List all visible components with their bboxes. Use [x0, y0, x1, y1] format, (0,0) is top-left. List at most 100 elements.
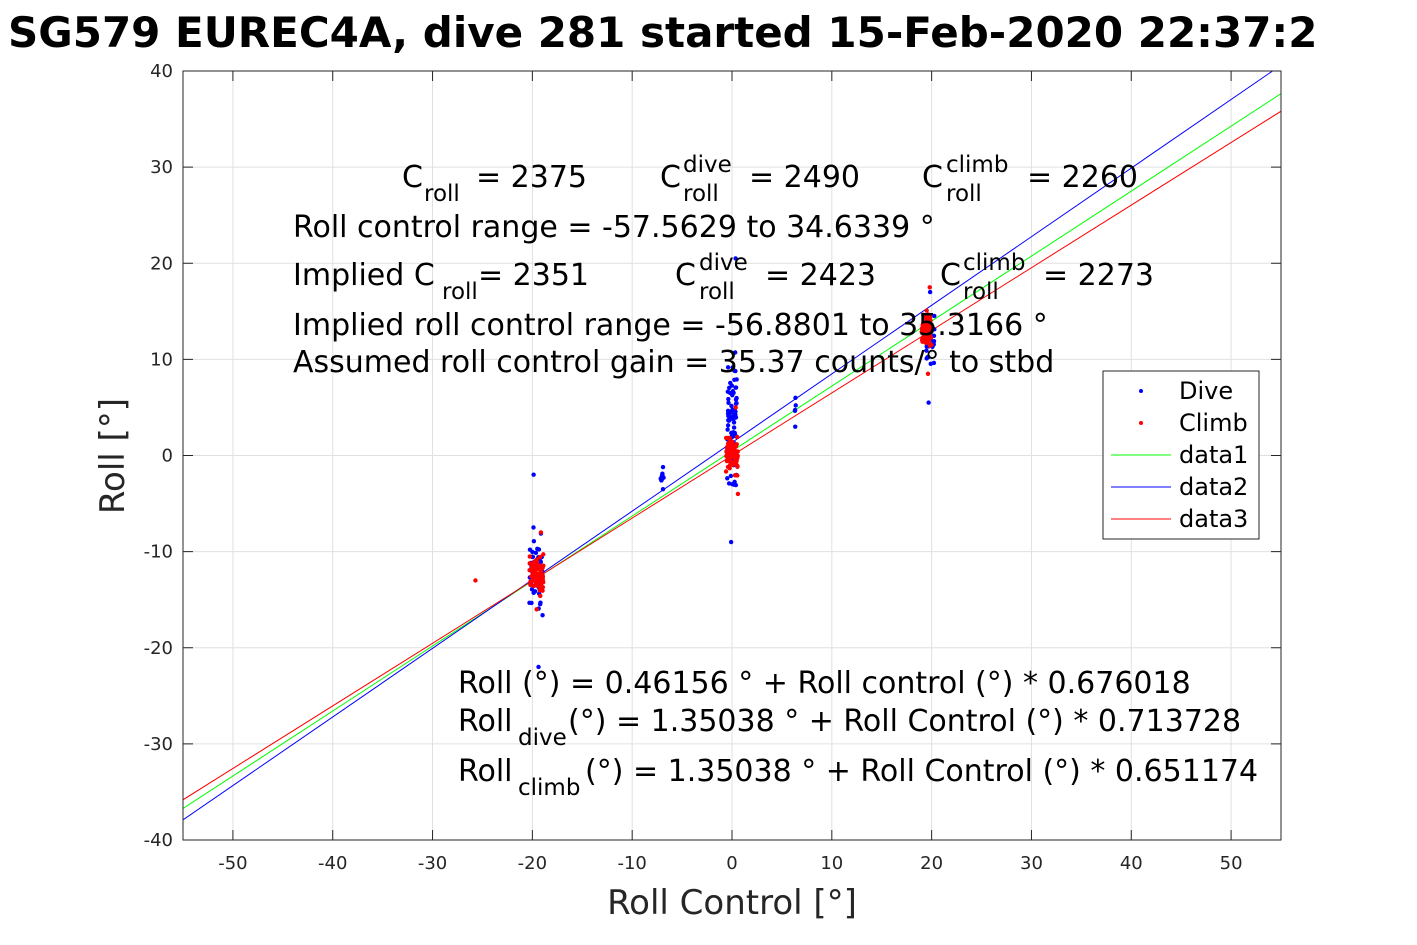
fit-dive-main: Roll	[458, 704, 513, 739]
c-roll-climb-annotation: C climb roll = 2260	[922, 152, 1138, 207]
dive-point	[725, 365, 731, 370]
climb-point	[727, 465, 732, 471]
climb-point	[531, 583, 536, 589]
c-roll-dive-symbol: C	[660, 160, 681, 195]
implied-roll-control-range: Implied roll control range = -56.8801 to…	[293, 308, 1048, 343]
implied-c-roll-climb-symbol: C	[940, 258, 961, 293]
legend-item-data1: data1	[1111, 441, 1248, 469]
climb-point	[923, 335, 928, 340]
fit-climb-main: Roll	[458, 754, 513, 789]
implied-c-roll-climb-sub: roll	[963, 279, 999, 305]
legend-label-data2: data2	[1179, 473, 1248, 501]
climb-point	[723, 435, 729, 441]
x-tick-label: -40	[318, 853, 347, 874]
climb-point	[924, 308, 929, 313]
dive-point	[733, 350, 738, 355]
implied-c-roll-dive-annotation: C dive roll = 2423	[675, 250, 876, 305]
legend-label-dive: Dive	[1179, 377, 1233, 405]
climb-point	[537, 583, 542, 589]
climb-point	[724, 444, 730, 450]
y-axis-label: Roll [°]	[93, 398, 133, 514]
dive-point	[529, 600, 534, 606]
climb-point	[921, 312, 926, 318]
climb-point	[527, 568, 532, 573]
implied-c-roll-sub: roll	[442, 279, 478, 305]
y-tick-label: 40	[150, 61, 173, 82]
dive-point	[537, 601, 543, 607]
dive-point	[729, 431, 735, 436]
climb-point	[527, 554, 532, 559]
x-tick-label: -30	[418, 853, 447, 874]
climb-point	[924, 317, 930, 322]
legend-label-data1: data1	[1179, 441, 1248, 469]
dive-point	[536, 547, 542, 552]
legend-item-data3: data3	[1111, 505, 1248, 533]
dive-point	[531, 525, 536, 530]
implied-c-roll-dive-sub: roll	[699, 279, 735, 305]
dive-point	[733, 368, 738, 374]
legend-swatch-dive	[1139, 389, 1143, 393]
climb-point	[528, 579, 533, 584]
climb-point	[538, 593, 543, 599]
c-roll-dive-value: = 2490	[749, 160, 860, 195]
dive-point	[728, 473, 734, 479]
dive-point	[533, 550, 539, 556]
climb-point	[726, 440, 732, 445]
y-tick-label: 20	[150, 253, 173, 274]
dive-point	[728, 539, 734, 545]
implied-c-roll-annotation: Implied C roll = 2351	[293, 258, 589, 305]
climb-point	[735, 434, 740, 440]
dive-point	[734, 377, 739, 382]
dive-point	[529, 587, 535, 592]
climb-point	[927, 331, 932, 337]
legend-item-climb: Climb	[1139, 409, 1248, 437]
axis-ticks: -50 -40 -30 -20 -10 0 10 20 30 40 50 -40 -30 -20 -10 0 1…	[144, 61, 1281, 874]
climb-point	[735, 491, 741, 497]
dive-point	[729, 383, 735, 388]
climb-point	[923, 340, 929, 346]
fit-climb-equation: Roll climb (°) = 1.35038 ° + Roll Contro…	[458, 754, 1258, 801]
climb-point	[537, 554, 543, 560]
climb-point	[733, 454, 738, 460]
fit-dive-sub: dive	[518, 725, 567, 751]
dive-point	[793, 403, 798, 408]
climb-point	[727, 435, 732, 441]
dive-point	[733, 385, 739, 390]
climb-point	[534, 574, 539, 579]
climb-point	[530, 562, 535, 567]
x-tick-label: 0	[726, 853, 737, 874]
dive-point	[660, 486, 666, 492]
legend: Dive Climb data1 data2 data3	[1102, 370, 1260, 540]
dive-point	[659, 477, 664, 483]
dive-point	[793, 395, 798, 401]
climb-point	[539, 569, 544, 575]
climb-point	[528, 582, 533, 587]
c-roll-value: = 2375	[476, 160, 587, 195]
dive-point	[540, 613, 545, 618]
climb-point	[920, 325, 925, 331]
c-roll-dive-annotation: C dive roll = 2490	[660, 152, 860, 207]
climb-point	[928, 335, 934, 340]
dive-point	[726, 400, 731, 405]
climb-point	[926, 320, 932, 326]
climb-point	[925, 371, 931, 376]
dive-point	[660, 464, 666, 470]
climb-point	[929, 342, 934, 347]
x-tick-label: 30	[1020, 853, 1043, 874]
c-roll-climb-sup: climb	[946, 152, 1008, 178]
climb-point	[532, 578, 537, 583]
climb-point	[473, 578, 478, 583]
climb-point	[733, 444, 739, 449]
fit-dive-rest: (°) = 1.35038 ° + Roll Control (°) * 0.7…	[568, 704, 1241, 739]
dive-point	[924, 348, 929, 353]
legend-item-dive: Dive	[1139, 377, 1233, 405]
dive-point	[733, 482, 739, 488]
climb-point	[534, 607, 539, 612]
fit-dive-equation: Roll dive (°) = 1.35038 ° + Roll Control…	[458, 704, 1241, 751]
dive-point	[660, 473, 665, 478]
dive-point	[531, 472, 536, 477]
data-points	[473, 256, 937, 670]
x-tick-label: -20	[518, 853, 547, 874]
implied-c-roll-value: = 2351	[478, 258, 589, 293]
c-roll-sub: roll	[424, 181, 460, 207]
